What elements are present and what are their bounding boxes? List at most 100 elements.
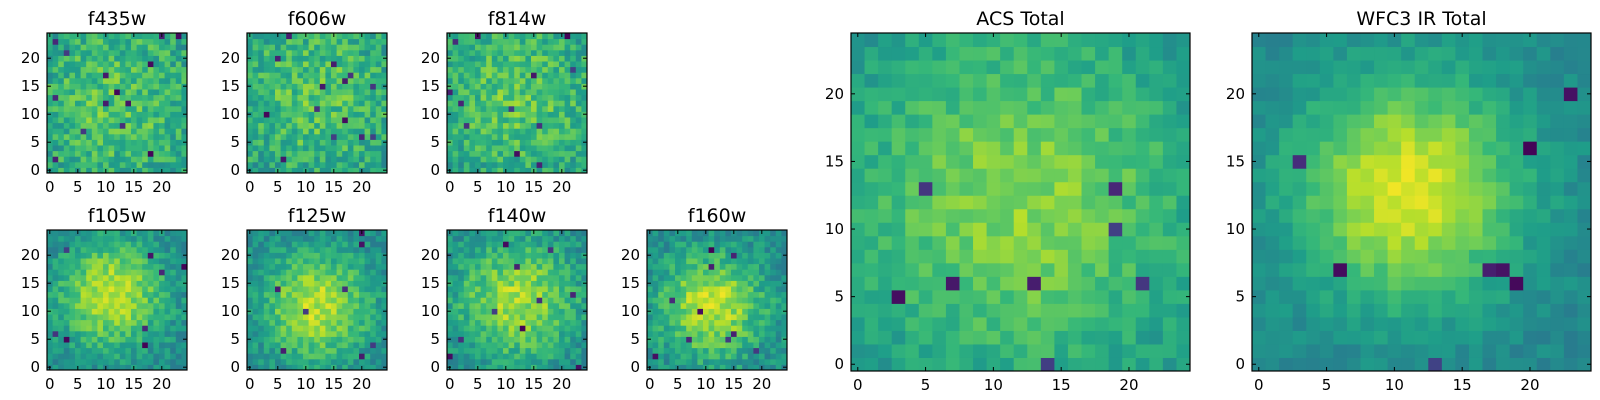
heatmap-cell <box>1149 343 1164 358</box>
heatmap-cell <box>497 150 504 157</box>
heatmap-cell <box>58 342 65 349</box>
heatmap-cell <box>781 358 788 365</box>
heatmap-cell <box>570 302 577 309</box>
heatmap-cell <box>480 297 487 304</box>
heatmap-cell <box>252 100 259 107</box>
heatmap-cell <box>331 358 338 365</box>
heatmap-cell <box>536 258 543 265</box>
heatmap-cell <box>775 302 782 309</box>
heatmap-cell <box>336 274 343 281</box>
heatmap-cell <box>103 55 110 62</box>
heatmap-cell <box>775 230 782 237</box>
heatmap-cell <box>175 145 182 152</box>
heatmap-cell <box>575 269 582 276</box>
heatmap-cell <box>319 150 326 157</box>
heatmap-cell <box>503 128 510 135</box>
heatmap-cell <box>370 302 377 309</box>
heatmap-cell <box>508 347 515 354</box>
heatmap-cell <box>480 364 487 371</box>
heatmap-cell <box>542 319 549 326</box>
heatmap-cell <box>531 61 538 68</box>
heatmap-cell <box>497 100 504 107</box>
heatmap-cell <box>153 302 160 309</box>
heatmap-cell <box>519 117 526 124</box>
heatmap-cell <box>58 235 65 242</box>
heatmap-cell <box>542 297 549 304</box>
heatmap-cell <box>91 291 98 298</box>
heatmap-cell <box>359 89 366 96</box>
heatmap-cell <box>452 336 459 343</box>
heatmap-cell <box>263 133 270 140</box>
heatmap-cell <box>708 258 715 265</box>
heatmap-cell <box>325 235 332 242</box>
heatmap-cell <box>463 111 470 118</box>
heatmap-cell <box>325 105 332 112</box>
heatmap-cell <box>153 330 160 337</box>
heatmap-cell <box>918 262 933 277</box>
heatmap-cell <box>686 342 693 349</box>
heatmap-cell <box>108 145 115 152</box>
heatmap-cell <box>258 297 265 304</box>
heatmap-cell <box>553 44 560 51</box>
heatmap-cell <box>170 145 177 152</box>
heatmap-cell <box>175 100 182 107</box>
x-tick-label: 20 <box>152 375 171 393</box>
heatmap-cell <box>181 61 188 68</box>
heatmap-cell <box>108 258 115 265</box>
heatmap-cell <box>370 167 377 174</box>
heatmap-cell <box>719 274 726 281</box>
heatmap-cell <box>91 358 98 365</box>
heatmap-cell <box>314 347 321 354</box>
heatmap-cell <box>736 358 743 365</box>
heatmap-cell <box>469 314 476 321</box>
heatmap-cell <box>542 342 549 349</box>
x-tick-label: 15 <box>724 375 743 393</box>
heatmap-cell <box>314 258 321 265</box>
heatmap-cell <box>269 145 276 152</box>
heatmap-cell <box>342 167 349 174</box>
heatmap-cell <box>153 83 160 90</box>
heatmap-cell <box>564 100 571 107</box>
heatmap-cell <box>452 83 459 90</box>
heatmap-cell <box>463 122 470 129</box>
heatmap-cell <box>314 302 321 309</box>
heatmap-cell <box>381 117 388 124</box>
heatmap-cell <box>891 208 906 223</box>
heatmap-cell <box>69 246 76 253</box>
heatmap-cell <box>86 347 93 354</box>
heatmap-cell <box>564 66 571 73</box>
heatmap-cell <box>58 128 65 135</box>
heatmap-cell <box>536 49 543 56</box>
heatmap-cell <box>458 353 465 360</box>
heatmap-cell <box>342 161 349 168</box>
panel-title: f435w <box>88 8 147 30</box>
heatmap-cell <box>519 49 526 56</box>
heatmap-cell <box>319 105 326 112</box>
heatmap-cell <box>503 358 510 365</box>
heatmap-cell <box>731 235 738 242</box>
heatmap-cell <box>275 44 282 51</box>
heatmap-cell <box>1000 343 1015 358</box>
heatmap-cell <box>297 55 304 62</box>
heatmap-cell <box>1122 276 1137 291</box>
heatmap-cell <box>1108 208 1123 223</box>
heatmap-cell <box>703 274 710 281</box>
heatmap-cell <box>252 156 259 163</box>
heatmap-cell <box>347 49 354 56</box>
heatmap-cell <box>536 100 543 107</box>
heatmap-cell <box>652 330 659 337</box>
heatmap-cell <box>575 325 582 332</box>
heatmap-cell <box>491 274 498 281</box>
heatmap-cell <box>775 319 782 326</box>
heatmap-cell <box>486 105 493 112</box>
heatmap-cell <box>263 280 270 287</box>
heatmap-cell <box>114 105 121 112</box>
heatmap-cell <box>781 258 788 265</box>
heatmap-cell <box>736 325 743 332</box>
heatmap-cell <box>336 49 343 56</box>
heatmap-cell <box>575 347 582 354</box>
heatmap-cell <box>547 342 554 349</box>
heatmap-cell <box>708 302 715 309</box>
heatmap-cell <box>559 100 566 107</box>
heatmap-cell <box>525 280 532 287</box>
